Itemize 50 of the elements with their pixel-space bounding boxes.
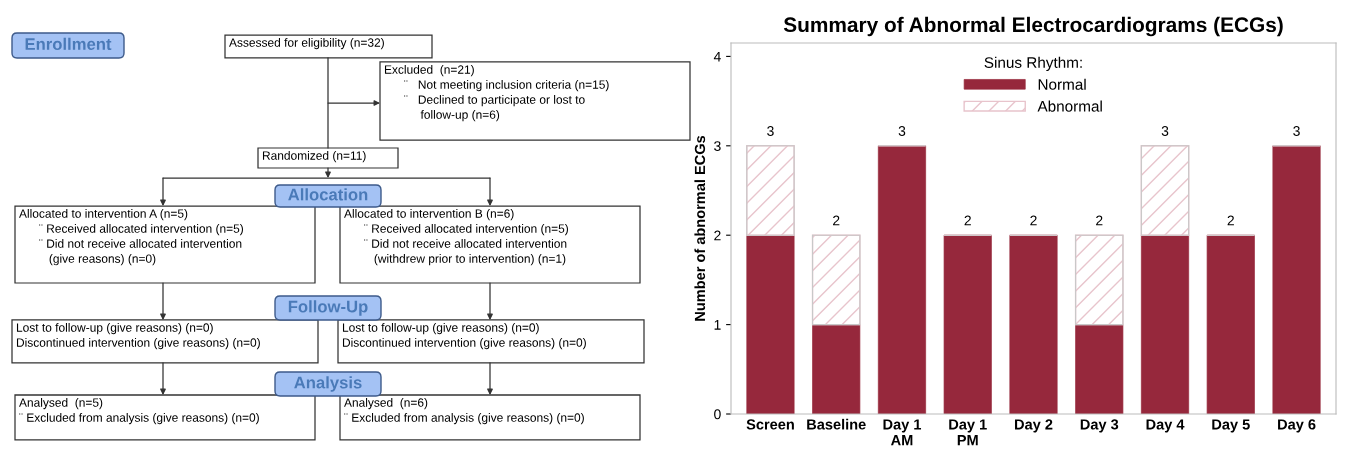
y-tick-label: 3	[714, 141, 721, 151]
total-label: 2	[833, 215, 840, 226]
x-tick-label: Day 1 AM	[883, 419, 922, 446]
x-tick-label: Day 3	[1080, 419, 1119, 433]
text: Follow-Up	[288, 300, 368, 316]
y-tick-label: 1	[714, 320, 721, 330]
text: Lost to follow-up (give reasons) (n=0) Discontinued intervention (give reasons) (n=0)	[342, 323, 586, 350]
total-label: 2	[964, 215, 971, 226]
text: Assessed for eligibility (n=32)	[229, 38, 384, 50]
x-tick-label: Baseline	[807, 418, 866, 430]
total-label: 2	[1227, 215, 1234, 226]
legend-label: Normal	[1038, 78, 1086, 90]
bar	[812, 324, 861, 414]
x-tick-label: Day 1 PM	[949, 419, 987, 446]
bar	[1075, 324, 1124, 414]
bar	[1206, 234, 1255, 414]
text: Analysed (n=5) ¨ Excluded from analysis (give reasons) (n=0)	[19, 398, 259, 425]
x-tick-label: Day 5	[1212, 419, 1250, 433]
x-tick-label: Day 2	[1015, 419, 1053, 433]
text: Allocated to intervention A (n=5) ¨ Received allocated intervention (n=5) ¨ Did not receive allocated intervention (give reasons) (n=0)	[19, 209, 243, 266]
bar	[943, 234, 992, 414]
total-label: 3	[767, 126, 774, 136]
bar	[746, 234, 795, 414]
total-label: 3	[1293, 126, 1300, 136]
text: Analysis	[294, 376, 362, 392]
total-label: 3	[1161, 126, 1169, 136]
y-tick-label: 0	[714, 409, 721, 420]
x-tick-label: Screen	[746, 419, 794, 430]
bar	[1141, 234, 1190, 414]
text: Excluded (n=21) ¨ Not meeting inclusion criteria (n=15) ¨ Declined to participate or lost to follow-up (n=6)	[384, 65, 609, 122]
total-label: 3	[898, 126, 906, 136]
legend-title: Sinus Rhythm:	[984, 56, 1082, 71]
y-tick-label: 4	[713, 51, 721, 62]
legend-label: Abnormal	[1037, 100, 1102, 112]
text: Lost to follow-up (give reasons) (n=0) Discontinued intervention (give reasons) (n=0)	[16, 323, 260, 350]
total-label: 2	[1030, 215, 1037, 226]
text: Randomized (n=11)	[262, 151, 366, 163]
chart-title: Summary of Abnormal Electrocardiograms (ECGs)	[783, 16, 1283, 37]
x-tick-label: Day 4	[1146, 419, 1185, 433]
x-tick-label: Day 6	[1278, 419, 1316, 433]
y-axis-title: Number of abnormal ECGs	[694, 135, 706, 321]
text: Allocated to intervention B (n=6) ¨ Received allocated intervention (n=5) ¨ Did not receive allocated intervention (withdrew prior to intervention) (n=1)	[344, 209, 568, 266]
bar	[1009, 234, 1058, 414]
text: Enrollment	[25, 37, 112, 50]
y-tick-label: 2	[714, 230, 721, 241]
total-label: 2	[1096, 215, 1103, 226]
text: Allocation	[288, 188, 368, 201]
bar	[1272, 145, 1321, 414]
bar	[877, 145, 926, 414]
text: Analysed (n=6) ¨ Excluded from analysis (give reasons) (n=0)	[344, 398, 584, 425]
